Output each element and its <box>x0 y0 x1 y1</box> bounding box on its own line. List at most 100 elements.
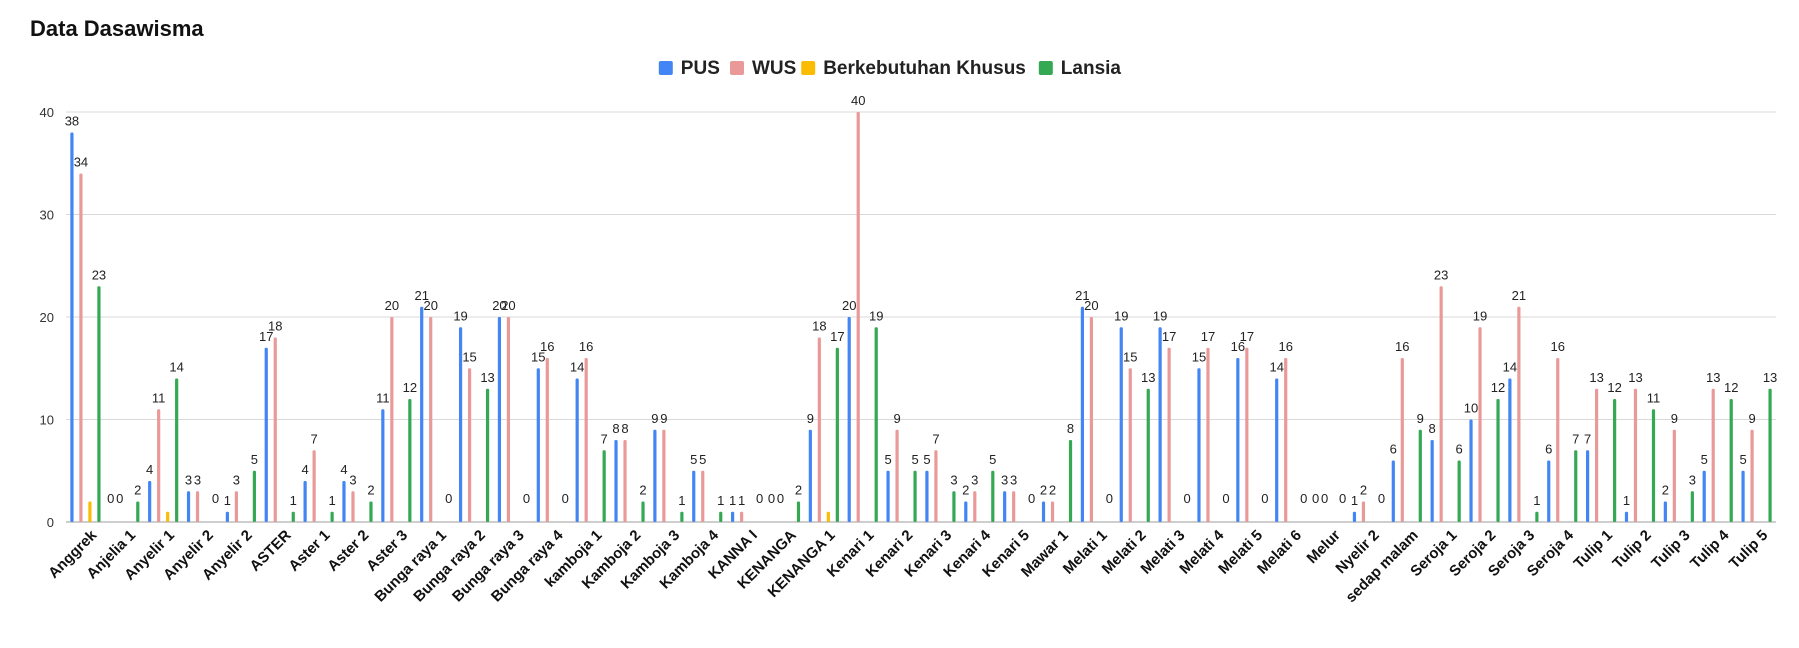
bar <box>1352 511 1357 522</box>
data-label: 1 <box>1351 493 1358 508</box>
data-label: 23 <box>1434 267 1448 282</box>
data-label: 7 <box>932 431 939 446</box>
bar <box>506 317 511 522</box>
data-label: 2 <box>962 483 969 498</box>
data-label: 9 <box>660 411 667 426</box>
data-label: 3 <box>971 472 978 487</box>
data-label: 16 <box>540 339 554 354</box>
data-label: 0 <box>1378 491 1385 506</box>
bar <box>390 317 394 522</box>
data-label: 13 <box>1141 370 1155 385</box>
bar <box>1595 388 1599 522</box>
bar <box>692 470 696 522</box>
data-label: 5 <box>989 452 996 467</box>
y-tick-label: 20 <box>40 310 54 325</box>
data-label: 0 <box>523 491 530 506</box>
data-label: 0 <box>768 491 775 506</box>
data-label: 6 <box>1456 442 1463 457</box>
data-label: 16 <box>579 339 593 354</box>
bar <box>964 501 968 522</box>
data-label: 5 <box>690 452 697 467</box>
data-label: 0 <box>107 491 114 506</box>
bar <box>1613 399 1617 522</box>
bar <box>1508 378 1512 522</box>
x-tick-label: ASTER <box>247 527 295 575</box>
y-tick-label: 10 <box>40 413 54 428</box>
bar <box>1284 358 1288 522</box>
data-label: 16 <box>1395 339 1409 354</box>
data-label: 0 <box>1106 491 1113 506</box>
bar <box>719 511 723 522</box>
data-label: 3 <box>185 472 192 487</box>
x-tick-label: Tulip 4 <box>1687 526 1733 572</box>
data-label: 13 <box>480 370 494 385</box>
bar <box>1158 327 1162 522</box>
bar <box>817 337 821 522</box>
bar <box>925 470 929 522</box>
data-label: 7 <box>310 431 317 446</box>
bar <box>1586 450 1590 522</box>
x-tick-label: Aster 2 <box>324 527 372 575</box>
data-label: 12 <box>1491 380 1505 395</box>
data-label: 13 <box>1589 370 1603 385</box>
data-label: 3 <box>349 472 356 487</box>
data-label: 12 <box>1724 380 1738 395</box>
bar <box>342 481 346 522</box>
data-label: 5 <box>1701 452 1708 467</box>
data-label: 0 <box>1321 491 1328 506</box>
legend-swatch <box>730 61 744 75</box>
bar <box>886 470 890 522</box>
x-tick-label: Tulip 2 <box>1609 527 1654 572</box>
data-label: 20 <box>842 298 856 313</box>
data-label: 5 <box>884 452 891 467</box>
data-label: 11 <box>376 390 390 405</box>
bar <box>874 327 878 522</box>
bar <box>1457 460 1461 522</box>
bar <box>701 470 705 522</box>
bar <box>740 511 744 522</box>
bar <box>97 286 101 522</box>
data-label: 1 <box>290 493 297 508</box>
bar <box>1146 388 1150 522</box>
data-label: 2 <box>1360 483 1367 498</box>
bar <box>1741 470 1745 522</box>
bar <box>545 358 549 522</box>
bar <box>1535 511 1539 522</box>
data-label: 3 <box>233 472 240 487</box>
bar <box>458 327 463 522</box>
data-label: 19 <box>1153 308 1167 323</box>
bar <box>895 429 899 522</box>
legend-label: Berkebutuhan Khusus <box>823 58 1026 79</box>
bar <box>420 306 424 522</box>
bar <box>1750 429 1754 522</box>
bar <box>856 112 860 522</box>
data-label: 17 <box>1240 329 1254 344</box>
data-label: 15 <box>531 349 545 364</box>
data-label: 11 <box>1647 390 1661 405</box>
data-label: 5 <box>699 452 706 467</box>
data-label: 12 <box>1607 380 1621 395</box>
bar <box>186 491 191 522</box>
bar <box>1574 450 1578 522</box>
bar <box>1119 327 1123 522</box>
bar <box>264 347 268 522</box>
data-label: 17 <box>830 329 844 344</box>
data-label: 21 <box>1075 288 1089 303</box>
bar <box>234 491 238 522</box>
data-label: 4 <box>340 462 347 477</box>
data-label: 23 <box>92 267 106 282</box>
legend-label: Lansia <box>1061 58 1122 79</box>
legend-swatch <box>801 61 816 75</box>
data-label: 1 <box>738 493 745 508</box>
bar <box>1439 286 1443 522</box>
data-label: 1 <box>678 493 685 508</box>
bar <box>1768 388 1772 522</box>
data-label: 2 <box>134 483 141 498</box>
bar <box>1167 347 1171 522</box>
data-label: 3 <box>194 472 201 487</box>
bar <box>1068 440 1073 522</box>
data-label: 14 <box>1503 360 1517 375</box>
data-label: 3 <box>950 472 957 487</box>
bar <box>1041 501 1046 522</box>
bar <box>369 501 373 522</box>
